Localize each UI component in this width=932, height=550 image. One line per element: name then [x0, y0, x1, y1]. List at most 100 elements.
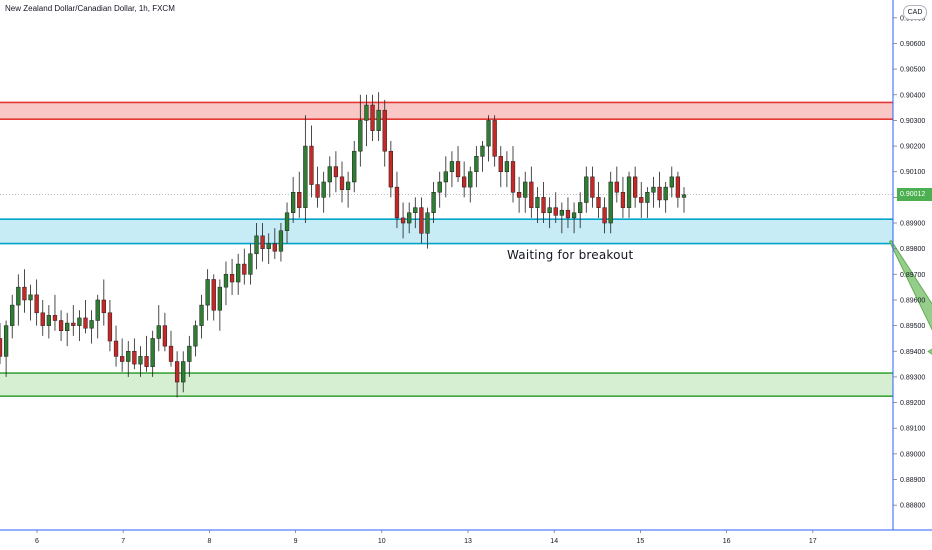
candle-body	[663, 186, 668, 201]
time-tick-label: 6	[35, 538, 39, 545]
currency-badge[interactable]: CAD	[903, 5, 927, 20]
candle-body	[107, 312, 113, 342]
candle	[364, 94, 369, 147]
chart-title: New Zealand Dollar/Canadian Dollar, 1h, …	[5, 4, 175, 13]
candle-body	[290, 191, 296, 214]
candle	[675, 171, 681, 208]
candle	[321, 171, 326, 213]
candle-body	[571, 212, 577, 219]
candle-body	[89, 320, 94, 329]
price-tick-label: 0.88800	[900, 503, 925, 510]
candle	[315, 166, 320, 208]
candle	[248, 243, 253, 285]
candle	[620, 176, 626, 218]
time-tick-label: 15	[637, 538, 645, 545]
time-tick-label: 10	[378, 538, 386, 545]
candle	[681, 187, 687, 213]
price-tick-label: 0.90600	[900, 41, 925, 48]
candle-body	[510, 161, 516, 193]
candle-body	[602, 207, 607, 224]
candle	[278, 223, 284, 262]
candle	[132, 338, 137, 370]
candle	[651, 176, 656, 208]
candle-body	[156, 325, 161, 339]
candle	[584, 166, 589, 213]
time-tick-label: 14	[550, 538, 558, 545]
time-tick-label: 8	[207, 538, 211, 545]
candle	[144, 335, 149, 372]
candle-body	[352, 150, 357, 183]
candle	[150, 330, 155, 377]
candle-body	[333, 166, 339, 178]
candle	[34, 279, 39, 326]
candle-body	[315, 184, 320, 198]
candle-body	[339, 176, 345, 190]
candle	[345, 171, 351, 208]
candle	[236, 253, 241, 295]
candle-body	[40, 312, 45, 326]
candle-body	[174, 361, 180, 383]
candle	[205, 269, 210, 321]
candle	[541, 181, 546, 224]
candle	[504, 151, 510, 188]
candle-body	[22, 286, 27, 301]
candle	[193, 320, 198, 357]
candle	[107, 299, 113, 352]
candle	[547, 197, 552, 229]
time-axis[interactable]: 6 7 8 9 10 13 14 15 16 17	[0, 529, 932, 545]
candle-body	[492, 120, 497, 157]
candle-body	[126, 351, 131, 362]
candle-body	[443, 171, 448, 183]
candle	[614, 166, 619, 203]
candle	[272, 228, 277, 259]
candle-body	[657, 186, 662, 201]
candle-body	[596, 197, 601, 208]
candles	[0, 92, 687, 398]
candle-body	[254, 235, 259, 255]
candle	[52, 294, 58, 331]
candle-body	[547, 207, 552, 214]
candle-body	[65, 322, 70, 332]
candle	[480, 140, 485, 172]
candle	[113, 325, 119, 367]
candle	[229, 258, 235, 295]
candle	[535, 187, 540, 224]
candle	[339, 161, 345, 203]
candle	[89, 310, 94, 344]
candle-body	[345, 181, 351, 190]
candle	[95, 294, 100, 339]
candle-body	[675, 176, 681, 198]
candle	[492, 115, 497, 167]
candle-body	[150, 338, 155, 367]
candle-body	[614, 181, 619, 193]
candle-body	[199, 304, 204, 326]
candle	[523, 171, 528, 213]
target-zone	[0, 373, 893, 397]
price-tick-label: 0.90200	[900, 144, 925, 151]
candle	[669, 166, 674, 198]
candle	[663, 181, 668, 213]
candle-body	[626, 176, 632, 208]
candle	[486, 115, 491, 162]
candle	[626, 171, 632, 218]
candle-body	[358, 120, 363, 152]
candle-body	[553, 207, 558, 216]
time-tick-label: 7	[121, 538, 125, 545]
candle	[449, 151, 455, 188]
candle	[400, 202, 406, 239]
candle-body	[52, 315, 58, 321]
candle	[284, 202, 290, 244]
price-tick-label: 0.89600	[900, 297, 925, 304]
candle	[553, 192, 558, 224]
price-axis[interactable]: 0.907000.906000.905000.904000.903000.902…	[892, 0, 925, 530]
candle-body	[144, 356, 149, 367]
candle-body	[407, 212, 412, 224]
candle	[474, 146, 479, 188]
candle-body	[529, 181, 534, 208]
candle	[0, 323, 3, 365]
candle	[419, 197, 424, 244]
down-arrow-icon	[888, 239, 932, 355]
candle	[376, 92, 381, 141]
candle	[468, 166, 473, 203]
